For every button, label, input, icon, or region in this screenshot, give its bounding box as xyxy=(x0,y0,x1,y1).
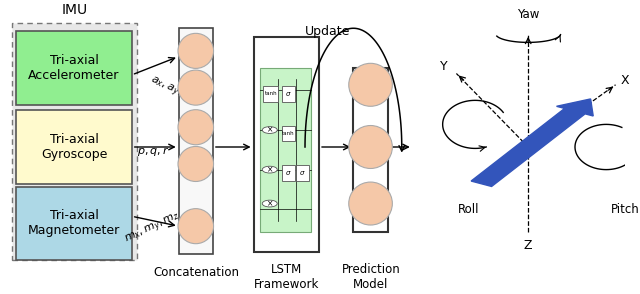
Bar xyxy=(263,86,278,102)
Text: ×: × xyxy=(266,199,273,208)
Text: $\sigma$: $\sigma$ xyxy=(300,169,306,177)
Text: Roll: Roll xyxy=(458,203,479,216)
Bar xyxy=(12,23,137,260)
Text: tanh: tanh xyxy=(264,91,277,96)
Ellipse shape xyxy=(178,209,214,244)
Text: Update: Update xyxy=(305,25,350,38)
Text: $\sigma$: $\sigma$ xyxy=(285,90,292,98)
Text: Z: Z xyxy=(524,239,532,253)
Text: ×: × xyxy=(266,165,273,174)
Text: $a_x, a_y, a_z$: $a_x, a_y, a_z$ xyxy=(147,74,197,107)
Text: Yaw: Yaw xyxy=(517,8,540,21)
Text: Prediction
Model: Prediction Model xyxy=(342,263,400,291)
Bar xyxy=(353,68,388,232)
Bar xyxy=(16,110,132,184)
Circle shape xyxy=(262,127,277,133)
Text: $m_x, m_y, m_z$: $m_x, m_y, m_z$ xyxy=(122,210,183,248)
Text: Y: Y xyxy=(440,60,448,73)
Bar xyxy=(253,37,319,252)
Text: ×: × xyxy=(266,126,273,135)
Bar xyxy=(282,166,295,181)
Ellipse shape xyxy=(178,70,214,105)
Text: $p, q, r$: $p, q, r$ xyxy=(137,145,170,158)
Circle shape xyxy=(262,200,277,207)
Ellipse shape xyxy=(178,146,214,181)
Text: Pitch: Pitch xyxy=(611,203,639,216)
Text: tanh: tanh xyxy=(282,131,294,136)
Bar xyxy=(282,126,295,141)
Text: IMU: IMU xyxy=(61,3,88,17)
Bar xyxy=(260,68,311,232)
Ellipse shape xyxy=(178,33,214,69)
Bar xyxy=(16,31,132,105)
Circle shape xyxy=(262,166,277,173)
Ellipse shape xyxy=(349,126,392,168)
Ellipse shape xyxy=(349,63,392,106)
FancyArrow shape xyxy=(471,99,593,186)
Text: Tri-axial
Magnetometer: Tri-axial Magnetometer xyxy=(28,209,120,237)
Bar xyxy=(296,166,309,181)
Text: X: X xyxy=(621,74,629,87)
Bar xyxy=(179,28,213,254)
Text: Concatenation: Concatenation xyxy=(153,266,239,279)
Text: Tri-axial
Accelerometer: Tri-axial Accelerometer xyxy=(28,54,120,82)
Bar xyxy=(282,86,295,102)
Text: $\sigma$: $\sigma$ xyxy=(285,169,292,177)
Ellipse shape xyxy=(349,182,392,225)
Text: LSTM
Framework: LSTM Framework xyxy=(254,263,319,291)
Text: Tri-axial
Gyroscope: Tri-axial Gyroscope xyxy=(41,133,108,161)
Ellipse shape xyxy=(178,110,214,145)
Bar xyxy=(16,187,132,260)
